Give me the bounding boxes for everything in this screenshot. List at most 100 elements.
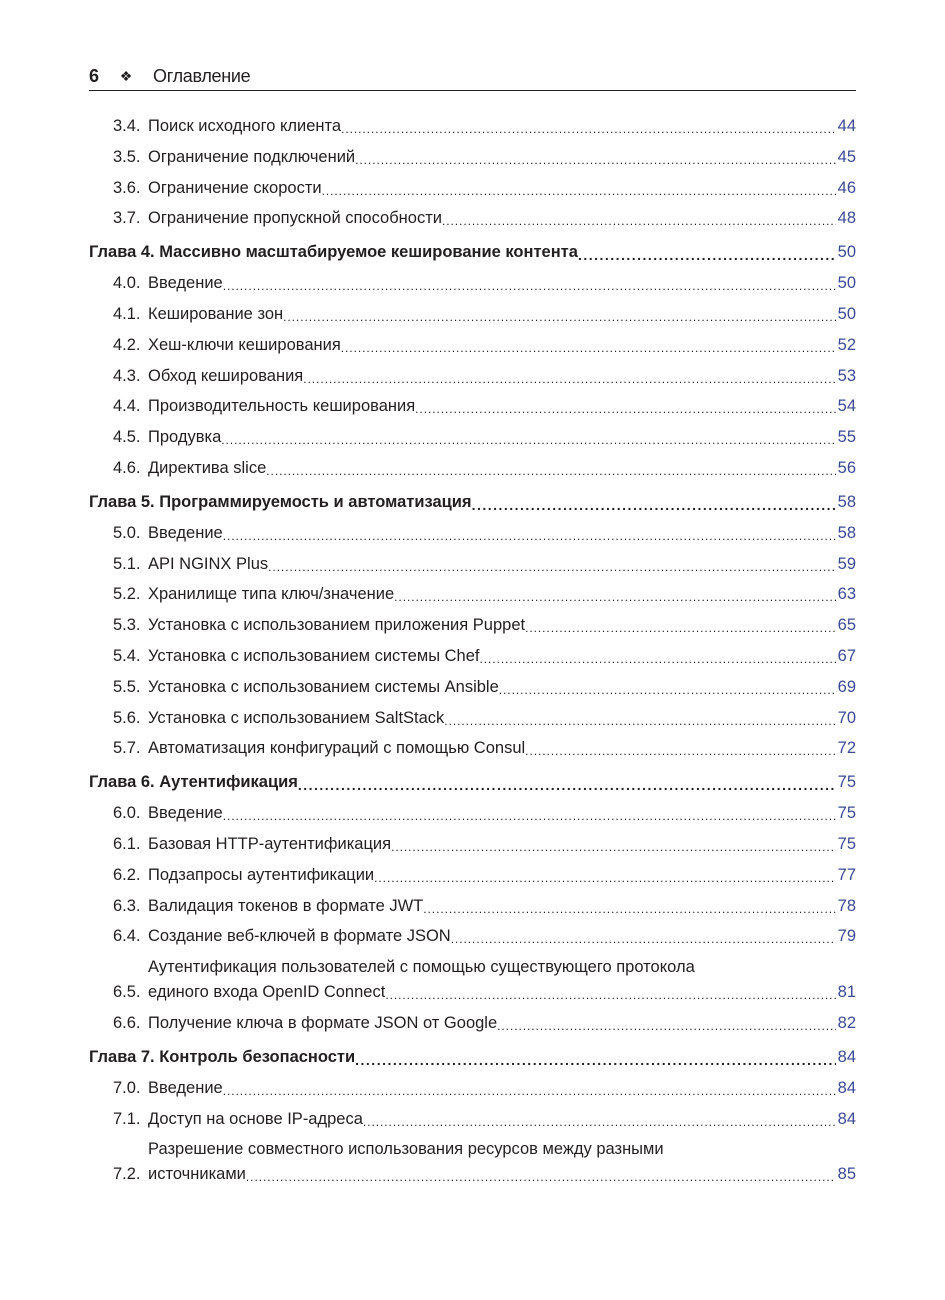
entry-page-number[interactable]: 77	[837, 865, 856, 884]
toc-section-entry[interactable]: 3.4. Поиск исходного клиента 44	[89, 114, 856, 139]
toc-section-entry[interactable]: 5.6. Установка с использованием SaltStack…	[89, 706, 856, 731]
section-number: 7.0.	[113, 1078, 141, 1097]
section-number: 5.4.	[113, 646, 141, 665]
entry-page-number[interactable]: 84	[837, 1047, 856, 1066]
section-number: 5.3.	[113, 616, 141, 635]
entry-page-number[interactable]: 63	[837, 585, 856, 604]
entry-page-number[interactable]: 75	[837, 834, 856, 853]
entry-title: Установка с использованием системы Chef	[148, 646, 480, 665]
entry-page-number[interactable]: 48	[837, 209, 856, 228]
entry-page-number[interactable]: 75	[837, 804, 856, 823]
dot-leader	[355, 150, 836, 170]
toc-section-entry[interactable]: 4.5. Продувка 55	[89, 425, 856, 450]
dot-leader	[423, 899, 835, 919]
entry-page-number[interactable]: 69	[837, 677, 856, 696]
toc-section-entry[interactable]: 3.5. Ограничение подключений 45	[89, 145, 856, 170]
dot-leader	[221, 430, 835, 450]
toc-section-entry[interactable]: 4.1. Кеширование зон 50	[89, 302, 856, 327]
entry-page-number[interactable]: 75	[837, 773, 856, 792]
toc-section-entry[interactable]: 6.0. Введение 75	[89, 801, 856, 826]
dot-leader	[499, 680, 836, 700]
entry-title: Ограничение подключений	[148, 147, 356, 166]
entry-page-number[interactable]: 85	[837, 1165, 856, 1184]
dot-leader	[283, 307, 836, 327]
dot-leader	[451, 929, 836, 949]
toc-section-entry[interactable]: 5.7. Автоматизация конфигураций с помощью…	[89, 736, 856, 761]
entry-title: Создание веб-ключей в формате JSON	[148, 927, 451, 946]
toc-chapter-entry[interactable]: Глава 6. Аутентификация 75	[89, 770, 856, 795]
entry-page-number[interactable]: 46	[837, 178, 856, 197]
toc-section-entry[interactable]: 4.6. Директива slice 56	[89, 456, 856, 481]
section-number: 4.3.	[113, 366, 141, 385]
toc-section-entry[interactable]: 7.2. Разрешение совместного использования…	[89, 1137, 856, 1187]
dot-leader	[341, 338, 836, 358]
entry-title: Разрешение совместного использования рес…	[148, 1140, 664, 1159]
entry-page-number[interactable]: 55	[837, 428, 856, 447]
toc-section-entry[interactable]: 5.4. Установка с использованием системы C…	[89, 644, 856, 669]
entry-title: Глава 6. Аутентификация	[89, 773, 298, 792]
section-number: 5.7.	[113, 739, 141, 758]
section-number: 4.5.	[113, 428, 141, 447]
entry-page-number[interactable]: 70	[837, 708, 856, 727]
entry-page-number[interactable]: 81	[837, 983, 856, 1002]
entry-page-number[interactable]: 78	[837, 896, 856, 915]
entry-page-number[interactable]: 54	[837, 397, 856, 416]
entry-page-number[interactable]: 50	[837, 243, 856, 262]
toc-section-entry[interactable]: 5.0. Введение 58	[89, 521, 856, 546]
toc-chapter-entry[interactable]: Глава 7. Контроль безопасности 84	[89, 1045, 856, 1070]
toc-section-entry[interactable]: 6.6. Получение ключа в формате JSON от Go…	[89, 1011, 856, 1036]
section-number: 5.0.	[113, 523, 141, 542]
toc-section-entry[interactable]: 3.7. Ограничение пропускной способности 48	[89, 206, 856, 231]
dot-leader	[223, 1081, 836, 1101]
entry-page-number[interactable]: 65	[837, 616, 856, 635]
entry-page-number[interactable]: 45	[837, 147, 856, 166]
toc-section-entry[interactable]: 3.6. Ограничение скорости 46	[89, 176, 856, 201]
entry-page-number[interactable]: 84	[837, 1078, 856, 1097]
toc-section-entry[interactable]: 7.1. Доступ на основе IP-адреса 84	[89, 1107, 856, 1132]
toc-section-entry[interactable]: 6.4. Создание веб-ключей в формате JSON 79	[89, 924, 856, 949]
toc-chapter-entry[interactable]: Глава 4. Массивно масштабируемое кеширов…	[89, 240, 856, 265]
toc-section-entry[interactable]: 4.2. Хеш-ключи кеширования 52	[89, 333, 856, 358]
toc-section-entry[interactable]: 5.5. Установка с использованием системы A…	[89, 675, 856, 700]
toc-section-entry[interactable]: 5.2. Хранилище типа ключ/значение 63	[89, 582, 856, 607]
toc-section-entry[interactable]: 7.0. Введение 84	[89, 1076, 856, 1101]
dot-leader	[480, 649, 836, 669]
entry-title: Установка с использованием приложения Pu…	[148, 616, 526, 635]
entry-title: Введение	[148, 274, 223, 293]
toc-section-entry[interactable]: 4.3. Обход кеширования 53	[89, 364, 856, 389]
toc-section-entry[interactable]: 5.1. API NGINX Plus 59	[89, 552, 856, 577]
toc-section-entry[interactable]: 6.5. Аутентификация пользователей с помощ…	[89, 955, 856, 1005]
section-number: 6.2.	[113, 865, 141, 884]
toc-section-entry[interactable]: 6.3. Валидация токенов в формате JWT 78	[89, 894, 856, 919]
section-number: 6.3.	[113, 896, 141, 915]
toc-section-entry[interactable]: 6.1. Базовая HTTP-аутентификация 75	[89, 832, 856, 857]
entry-page-number[interactable]: 72	[837, 739, 856, 758]
dot-leader	[578, 245, 836, 265]
entry-title: Глава 4. Массивно масштабируемое кеширов…	[89, 243, 578, 262]
entry-page-number[interactable]: 50	[837, 274, 856, 293]
entry-page-number[interactable]: 52	[837, 335, 856, 354]
entry-page-number[interactable]: 79	[837, 927, 856, 946]
toc-section-entry[interactable]: 4.4. Производительность кеширования 54	[89, 394, 856, 419]
dot-leader	[341, 119, 836, 139]
entry-page-number[interactable]: 53	[837, 366, 856, 385]
entry-page-number[interactable]: 82	[837, 1013, 856, 1032]
entry-page-number[interactable]: 59	[837, 554, 856, 573]
entry-page-number[interactable]: 84	[837, 1109, 856, 1128]
toc-section-entry[interactable]: 4.0. Введение 50	[89, 271, 856, 296]
entry-page-number[interactable]: 50	[837, 304, 856, 323]
entry-title: Производительность кеширования	[148, 397, 416, 416]
entry-page-number[interactable]: 58	[837, 492, 856, 511]
entry-page-number[interactable]: 56	[837, 458, 856, 477]
section-number: 4.2.	[113, 335, 141, 354]
toc-section-entry[interactable]: 5.3. Установка с использованием приложени…	[89, 613, 856, 638]
entry-page-number[interactable]: 67	[837, 646, 856, 665]
dot-leader	[355, 1050, 835, 1070]
toc-chapter-entry[interactable]: Глава 5. Программируемость и автоматизац…	[89, 490, 856, 515]
entry-title: Получение ключа в формате JSON от Google	[148, 1013, 498, 1032]
entry-page-number[interactable]: 44	[837, 117, 856, 135]
entry-page-number[interactable]: 58	[837, 523, 856, 542]
toc-section-entry[interactable]: 6.2. Подзапросы аутентификации 77	[89, 863, 856, 888]
entry-title: Введение	[148, 1078, 223, 1097]
dot-leader	[363, 1112, 836, 1132]
